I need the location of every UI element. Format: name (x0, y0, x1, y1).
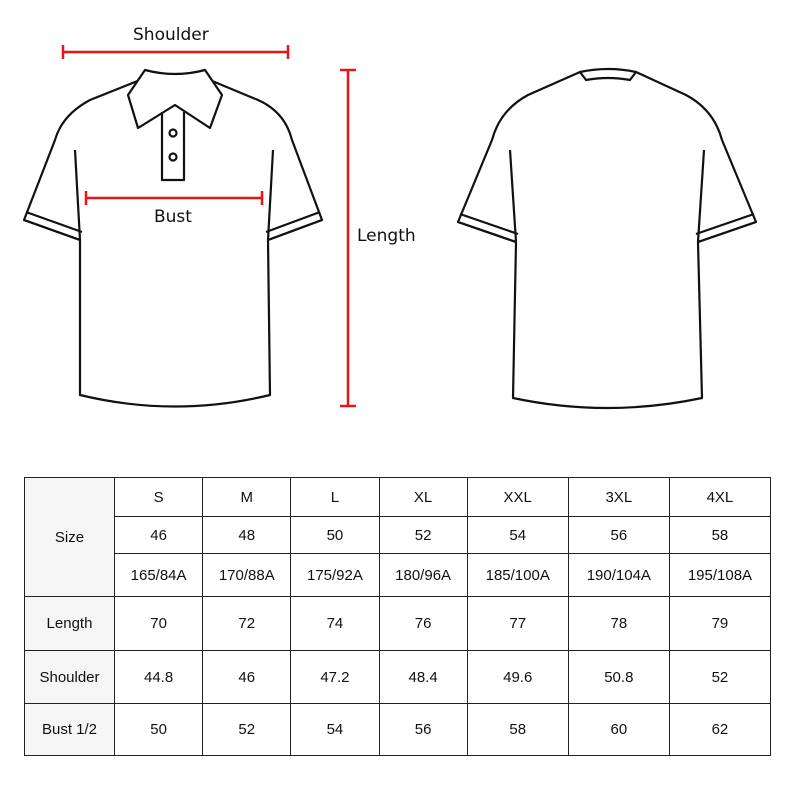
table-row-shoulder: Shoulder 44.8 46 47.2 48.4 49.6 50.8 52 (24, 650, 772, 704)
value-cell: 58 (466, 703, 569, 756)
value-cell: 74 (290, 596, 380, 651)
height-chest-cell: 185/100A (466, 553, 569, 597)
value-cell: 46 (202, 650, 292, 704)
size-cell: XL (378, 477, 468, 517)
shirt-diagrams (22, 45, 758, 410)
value-cell: 56 (378, 703, 468, 756)
size-table: Size S M L XL XXL 3XL 4XL 46 48 50 52 54… (24, 477, 772, 756)
height-chest-cell: 195/108A (668, 553, 772, 597)
value-cell: 49.6 (466, 650, 569, 704)
row-header: Bust 1/2 (24, 703, 115, 756)
value-cell: 52 (668, 650, 772, 704)
row-header: Length (24, 596, 115, 651)
bust-label: Bust (154, 207, 192, 227)
value-cell: 78 (567, 596, 670, 651)
polo-back-diagram (456, 67, 758, 410)
polo-front-diagram (22, 68, 324, 408)
value-cell: 79 (668, 596, 772, 651)
height-chest-cell: 170/88A (202, 553, 292, 597)
eu-size-cell: 48 (202, 516, 292, 554)
size-cell: M (202, 477, 292, 517)
table-row: 46 48 50 52 54 56 58 (25, 516, 772, 554)
eu-size-cell: 52 (378, 516, 468, 554)
value-cell: 50 (113, 703, 204, 756)
value-cell: 54 (290, 703, 380, 756)
length-label: Length (357, 226, 416, 246)
eu-size-cell: 56 (567, 516, 670, 554)
shoulder-label: Shoulder (133, 25, 209, 45)
value-cell: 72 (202, 596, 292, 651)
value-cell: 50.8 (567, 650, 670, 704)
eu-size-cell: 46 (113, 516, 204, 554)
table-row-bust: Bust 1/2 50 52 54 56 58 60 62 (24, 703, 772, 756)
height-chest-cell: 175/92A (290, 553, 380, 597)
value-cell: 52 (202, 703, 292, 756)
row-header: Shoulder (24, 650, 115, 704)
height-chest-cell: 190/104A (567, 553, 670, 597)
height-chest-cell: 165/84A (113, 553, 204, 597)
size-header: Size (24, 477, 115, 597)
value-cell: 77 (466, 596, 569, 651)
eu-size-cell: 58 (668, 516, 772, 554)
value-cell: 44.8 (113, 650, 204, 704)
size-cell: 4XL (668, 477, 772, 517)
size-cell: XXL (466, 477, 569, 517)
table-row-length: Length 70 72 74 76 77 78 79 (24, 596, 772, 651)
value-cell: 60 (567, 703, 670, 756)
value-cell: 47.2 (290, 650, 380, 704)
size-cell: S (113, 477, 204, 517)
value-cell: 62 (668, 703, 772, 756)
value-cell: 70 (113, 596, 204, 651)
size-cell: L (290, 477, 380, 517)
height-chest-cell: 180/96A (378, 553, 468, 597)
size-cell: 3XL (567, 477, 670, 517)
eu-size-cell: 50 (290, 516, 380, 554)
measure-lines (61, 45, 356, 408)
eu-size-cell: 54 (466, 516, 569, 554)
table-row: 165/84A 170/88A 175/92A 180/96A 185/100A… (25, 553, 772, 597)
table-row: Size S M L XL XXL 3XL 4XL (24, 477, 772, 597)
value-cell: 76 (378, 596, 468, 651)
value-cell: 48.4 (378, 650, 468, 704)
